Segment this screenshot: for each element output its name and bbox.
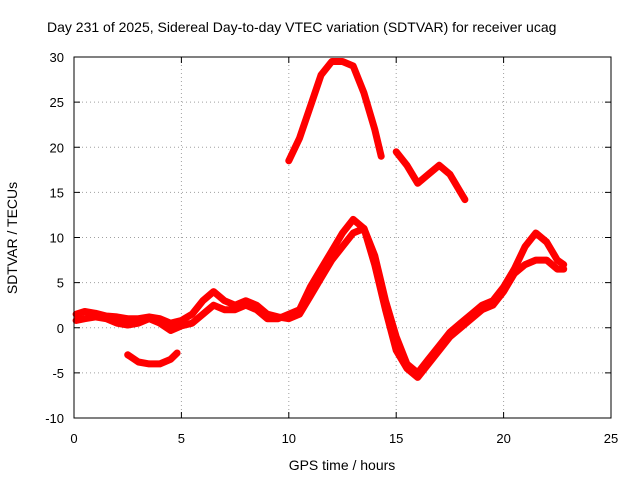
series-line-trace-d [285, 58, 385, 165]
x-axis-label: GPS time / hours [289, 457, 396, 473]
chart-title: Day 231 of 2025, Sidereal Day-to-day VTE… [47, 19, 556, 35]
y-axis-label: SDTVAR / TECUs [4, 182, 20, 294]
series-line-trace-c [124, 349, 181, 368]
x-tick-label: 10 [282, 431, 296, 446]
y-tick-label: -10 [45, 411, 64, 426]
y-tick-label: -5 [52, 366, 64, 381]
axis-ticks [73, 56, 612, 419]
y-tick-label: 25 [50, 95, 64, 110]
y-tick-label: 10 [50, 231, 64, 246]
y-tick-label: 5 [57, 276, 64, 291]
series-line-trace-a [72, 225, 568, 377]
y-tick-label: 20 [50, 140, 64, 155]
series-line-trace-b [72, 215, 568, 381]
y-tick-labels: -10 -5 0 5 10 15 20 25 30 [45, 50, 64, 426]
x-tick-label: 5 [178, 431, 185, 446]
series-line-trace-e [392, 148, 469, 204]
x-tick-labels: 0 5 10 15 20 25 [70, 431, 618, 446]
series-group [72, 58, 568, 381]
y-tick-label: 30 [50, 50, 64, 65]
x-tick-label: 0 [70, 431, 77, 446]
x-tick-label: 20 [496, 431, 510, 446]
x-tick-label: 15 [389, 431, 403, 446]
x-tick-label: 25 [604, 431, 618, 446]
y-tick-label: 15 [50, 185, 64, 200]
y-tick-label: 0 [57, 321, 64, 336]
